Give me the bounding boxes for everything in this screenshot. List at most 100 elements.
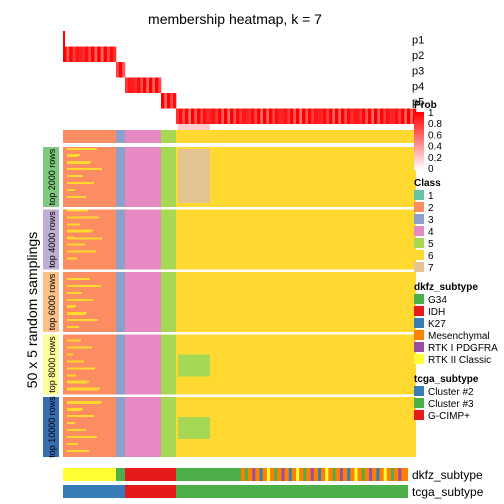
prob-cell bbox=[224, 108, 228, 124]
membership-block bbox=[178, 417, 210, 439]
membership-noise bbox=[67, 257, 77, 260]
membership-block bbox=[176, 147, 416, 207]
prob-cell bbox=[87, 46, 92, 62]
prob-cell bbox=[269, 108, 273, 124]
dkfz-cell bbox=[347, 468, 351, 481]
dkfz-cell bbox=[354, 468, 358, 481]
prob-cell bbox=[134, 77, 138, 93]
prob-cell bbox=[383, 108, 387, 124]
prob-cell bbox=[329, 108, 333, 124]
dkfz-cell bbox=[339, 468, 343, 481]
membership-block bbox=[116, 272, 125, 332]
tcga-cell bbox=[176, 485, 408, 498]
dkfz-cell bbox=[245, 468, 248, 481]
prob-cell bbox=[116, 62, 120, 78]
legend-tick: 1 bbox=[428, 108, 434, 119]
membership-noise bbox=[67, 436, 97, 438]
legend-item-label: 4 bbox=[428, 227, 434, 238]
legend-item-label: 2 bbox=[428, 203, 434, 214]
prob-cell bbox=[103, 46, 107, 62]
group-bar bbox=[43, 397, 59, 457]
prob-cell bbox=[380, 108, 384, 124]
prob-cell bbox=[75, 46, 79, 62]
membership-block bbox=[176, 397, 416, 457]
group-separator bbox=[63, 269, 408, 272]
prob-cell bbox=[206, 108, 210, 124]
membership-noise bbox=[67, 285, 101, 287]
membership-block bbox=[161, 334, 176, 395]
prob-cell bbox=[398, 108, 402, 124]
membership-noise bbox=[67, 223, 80, 226]
membership-noise bbox=[67, 443, 78, 445]
dkfz-cell bbox=[325, 468, 329, 481]
prob-cell bbox=[152, 77, 156, 93]
membership-noise bbox=[67, 346, 92, 349]
legend-item-label: Mesenchymal bbox=[428, 331, 490, 342]
prob-cell bbox=[63, 46, 67, 62]
group-separator bbox=[63, 394, 408, 397]
prob-cell bbox=[281, 108, 285, 124]
prob-cell bbox=[308, 108, 312, 124]
prob-cell bbox=[212, 108, 216, 124]
membership-block bbox=[116, 147, 125, 207]
legend-swatch bbox=[414, 250, 424, 260]
legend-swatch bbox=[414, 306, 424, 316]
prob-cell bbox=[347, 108, 351, 124]
prob-cell bbox=[72, 46, 76, 62]
legend: Prob10.80.60.40.20Class1234567dkfz_subty… bbox=[414, 100, 498, 422]
prob-cell bbox=[377, 108, 381, 124]
prob-cell bbox=[112, 46, 117, 62]
legend-tick: 0.6 bbox=[428, 130, 442, 141]
prob-cell bbox=[161, 93, 165, 109]
group-label: top 10000 rows bbox=[47, 396, 57, 458]
legend-swatch bbox=[414, 330, 424, 340]
group-label: top 6000 rows bbox=[47, 273, 57, 330]
prob-cell bbox=[371, 108, 375, 124]
prob-cell bbox=[63, 31, 65, 47]
membership-block bbox=[161, 397, 176, 457]
legend-swatch bbox=[414, 214, 424, 224]
legend-tick: 0.8 bbox=[428, 119, 442, 130]
membership-noise bbox=[67, 209, 88, 212]
dkfz-cell bbox=[281, 468, 285, 481]
prob-cell bbox=[290, 108, 294, 124]
legend-item-label: 1 bbox=[428, 191, 434, 202]
membership-block bbox=[125, 334, 161, 395]
prob-cell bbox=[209, 108, 213, 124]
prob-cell bbox=[356, 108, 360, 124]
dkfz-cell bbox=[266, 468, 270, 481]
dkfz-cell bbox=[176, 468, 241, 481]
class-strip-cell bbox=[161, 130, 176, 143]
membership-block bbox=[161, 272, 176, 332]
dkfz-cell bbox=[398, 468, 402, 481]
prob-cell bbox=[386, 108, 390, 124]
membership-block bbox=[125, 147, 161, 207]
legend-swatch bbox=[414, 342, 424, 352]
prob-cell bbox=[233, 108, 237, 124]
prob-cell bbox=[323, 108, 327, 124]
prob-cell bbox=[257, 108, 261, 124]
legend-title: tcga_subtype bbox=[414, 374, 479, 385]
prob-cell bbox=[287, 108, 291, 124]
membership-noise bbox=[67, 339, 81, 342]
membership-block bbox=[176, 209, 416, 270]
prob-cell bbox=[176, 108, 180, 124]
legend-swatch bbox=[414, 190, 424, 200]
legend-swatch bbox=[414, 386, 424, 396]
membership-block bbox=[178, 149, 210, 203]
prob-cell bbox=[362, 108, 366, 124]
membership-block bbox=[176, 272, 416, 332]
prob-cell bbox=[245, 108, 249, 124]
prob-cell bbox=[158, 77, 162, 93]
dkfz-cell bbox=[318, 468, 321, 481]
prob-cell bbox=[197, 108, 201, 124]
prob-cell bbox=[272, 108, 276, 124]
dkfz-cell bbox=[259, 468, 263, 481]
legend-item-label: IDH bbox=[428, 307, 445, 318]
prob-cell bbox=[365, 108, 369, 124]
prob-row-label: p5 bbox=[412, 97, 424, 109]
membership-noise bbox=[67, 388, 98, 391]
legend-item-label: 5 bbox=[428, 239, 434, 250]
class-strip-cell bbox=[125, 130, 161, 143]
prob-cell bbox=[173, 93, 177, 109]
